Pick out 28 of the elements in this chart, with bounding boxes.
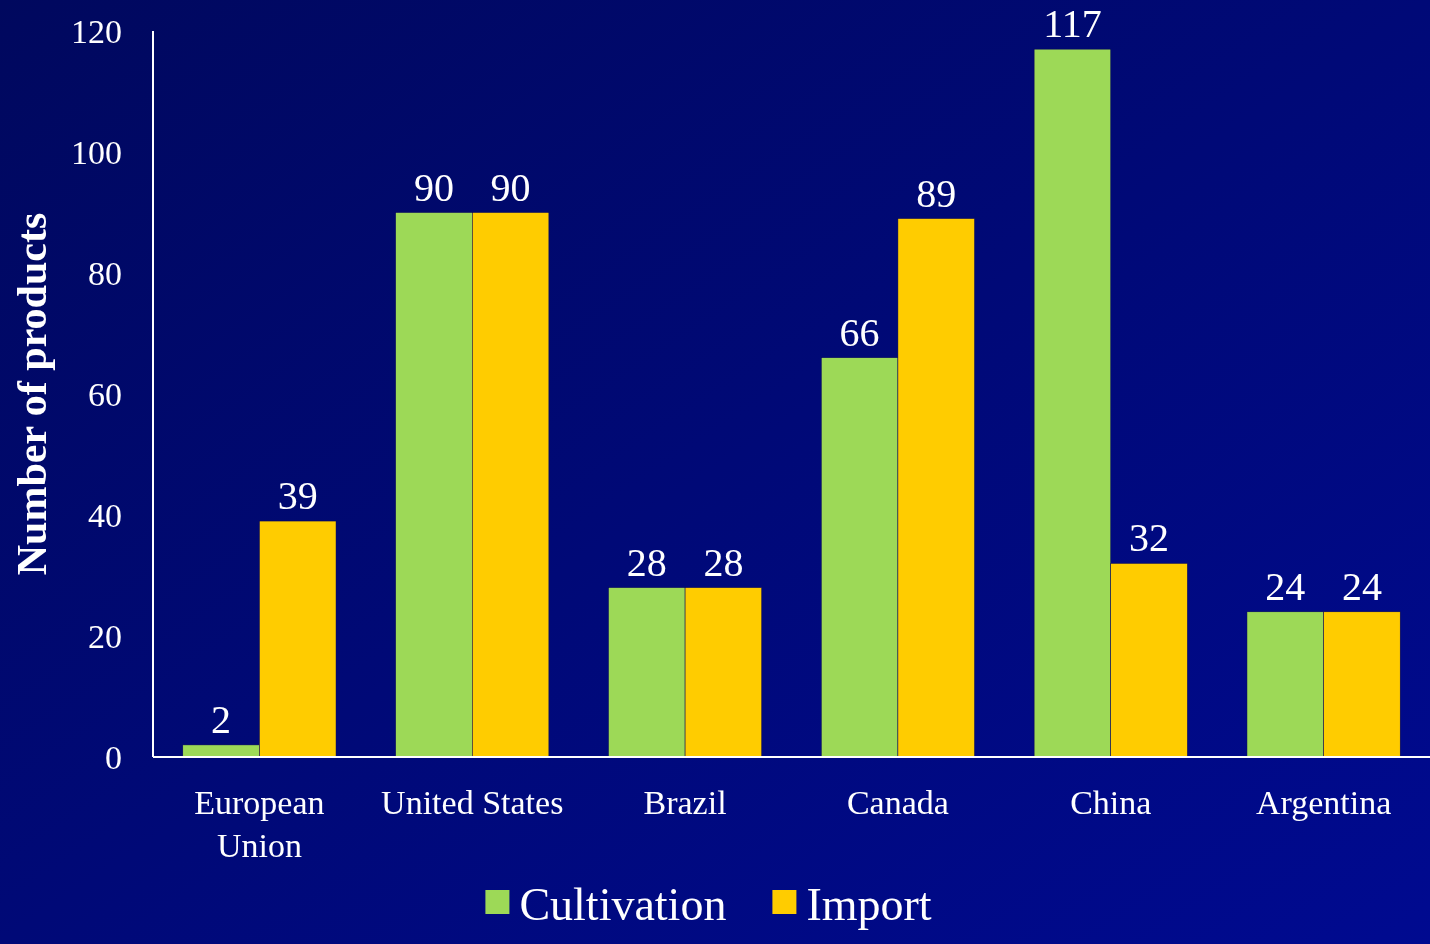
x-tick-label: Argentina xyxy=(1255,784,1392,821)
y-tick-label: 20 xyxy=(88,617,122,655)
data-label: 90 xyxy=(413,164,454,210)
x-tick-label: European Union xyxy=(194,784,325,864)
data-label: 28 xyxy=(626,539,667,585)
y-axis-title: Number of products xyxy=(9,212,55,576)
data-label: 24 xyxy=(1265,563,1306,609)
y-tick-label: 40 xyxy=(88,496,122,534)
data-label: 90 xyxy=(490,164,531,210)
data-label: 66 xyxy=(839,309,880,355)
x-tick-label: Brazil xyxy=(643,784,727,821)
x-tick-label: China xyxy=(1070,784,1152,821)
data-label: 24 xyxy=(1341,563,1382,609)
y-tick-label: 0 xyxy=(105,738,122,776)
text: Cultivation xyxy=(519,879,727,930)
data-label: 117 xyxy=(1043,1,1102,47)
y-tick-label: 100 xyxy=(71,133,122,171)
y-tick-label: 60 xyxy=(88,375,122,413)
data-label: 28 xyxy=(703,539,744,585)
data-label: 89 xyxy=(916,170,957,216)
legend-label: Import xyxy=(806,879,932,930)
data-label: 2 xyxy=(211,696,232,742)
data-label: 39 xyxy=(277,473,318,519)
x-tick-label: United States xyxy=(381,784,564,821)
y-tick-label: 80 xyxy=(88,254,122,292)
y-tick-label: 120 xyxy=(71,12,122,50)
x-tick-label: Canada xyxy=(846,784,949,821)
data-label: 32 xyxy=(1129,515,1170,561)
